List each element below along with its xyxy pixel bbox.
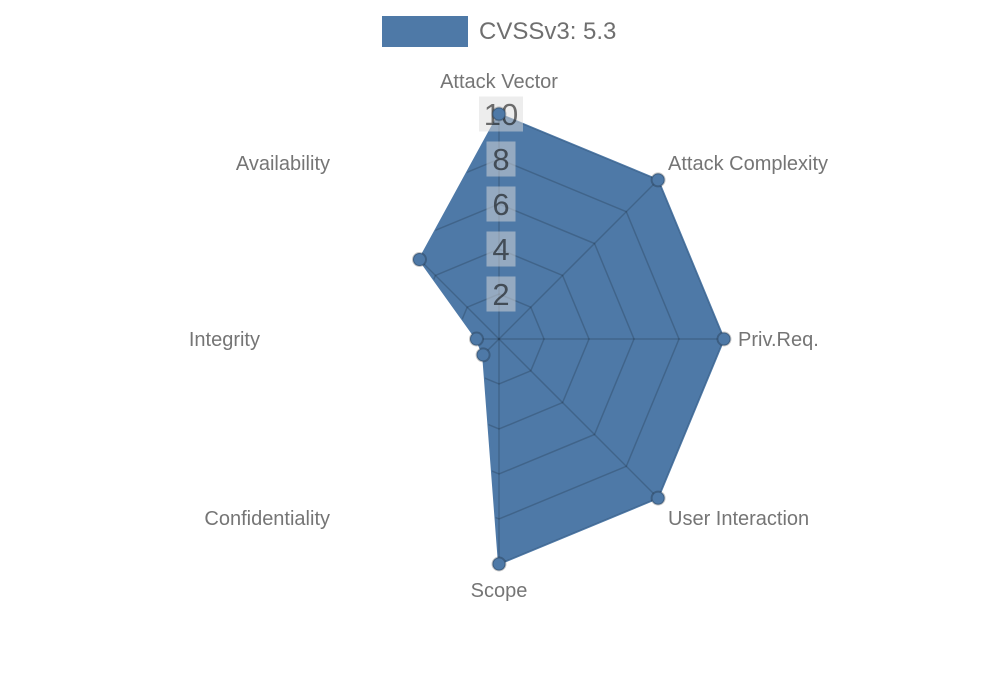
axis-label-confidentiality: Confidentiality bbox=[204, 508, 330, 530]
legend-swatch bbox=[382, 16, 468, 47]
data-point-attack-complexity bbox=[650, 172, 666, 188]
data-point-user-interaction bbox=[650, 490, 666, 506]
grid-spoke-confidentiality bbox=[419, 338, 500, 499]
grid-ring-10 bbox=[419, 114, 724, 564]
grid-spoke-attack-complexity bbox=[498, 179, 659, 340]
axis-label-priv-req: Priv.Req. bbox=[738, 329, 819, 351]
grid-spoke-availability bbox=[419, 179, 500, 340]
tick-label-4: 4 bbox=[492, 232, 509, 267]
tick-label-2: 2 bbox=[492, 277, 509, 312]
data-point-confidentiality bbox=[475, 347, 491, 363]
data-point-attack-vector bbox=[491, 106, 507, 122]
legend-label: CVSSv3: 5.3 bbox=[479, 17, 617, 45]
grid-ring-6 bbox=[419, 203, 635, 475]
tick-backdrop-2 bbox=[486, 276, 516, 312]
grid-ring-2 bbox=[453, 293, 545, 385]
data-point-priv-req bbox=[716, 331, 732, 347]
axis-label-availability: Availability bbox=[236, 153, 330, 175]
tick-backdrop-4 bbox=[486, 231, 516, 267]
tick-backdrop-6 bbox=[486, 186, 516, 222]
legend[interactable]: CVSSv3: 5.3 bbox=[382, 16, 616, 47]
data-point-availability bbox=[412, 252, 427, 267]
axis-label-scope: Scope bbox=[471, 580, 528, 602]
tick-backdrop-8 bbox=[486, 141, 516, 177]
grid-spoke-user-interaction bbox=[498, 338, 659, 499]
data-point-integrity bbox=[469, 331, 484, 347]
axis-label-integrity: Integrity bbox=[189, 329, 260, 351]
grid-ring-8 bbox=[419, 158, 680, 520]
tick-label-8: 8 bbox=[492, 142, 509, 177]
axis-label-attack-vector: Attack Vector bbox=[440, 71, 558, 93]
axis-label-attack-complexity: Attack Complexity bbox=[668, 153, 828, 175]
tick-label-6: 6 bbox=[492, 187, 509, 222]
data-point-scope bbox=[491, 556, 507, 572]
axis-label-user-interaction: User Interaction bbox=[668, 508, 809, 530]
